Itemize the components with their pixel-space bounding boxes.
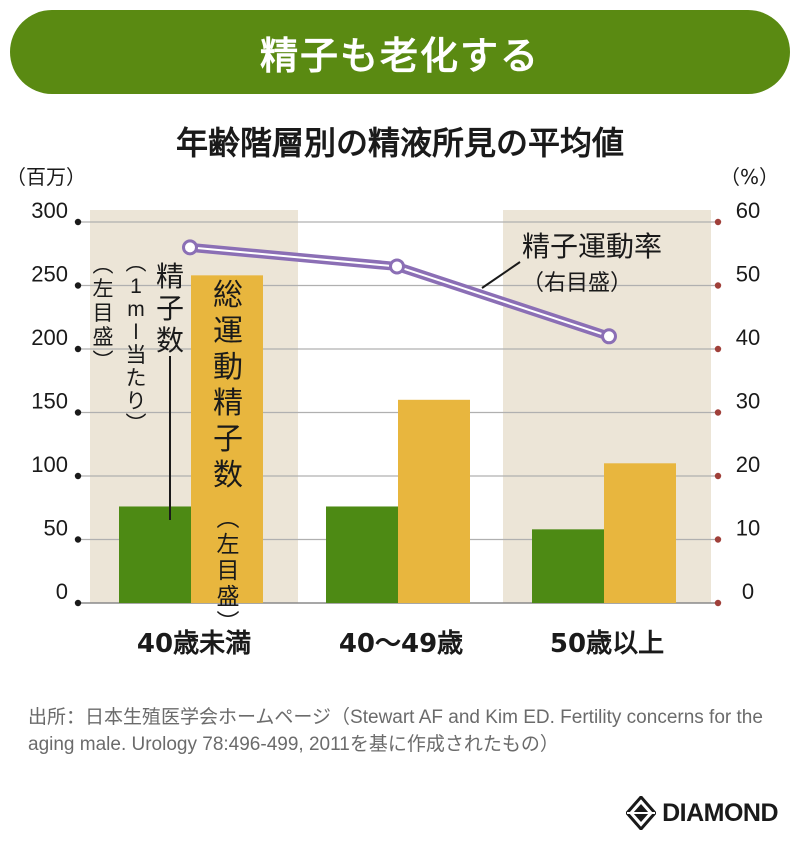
- label-total-motile-char: 総: [213, 278, 243, 313]
- motility-line: [182, 239, 617, 345]
- label-sperm-count-main-char: 子: [156, 292, 184, 325]
- left-tick-label: 150: [31, 389, 68, 414]
- right-tick-dot: [714, 536, 722, 543]
- label-left-scale-paren-char: 目: [93, 301, 114, 325]
- left-tick-dot: [74, 536, 82, 543]
- label-sperm-count-main-char: 数: [156, 324, 184, 357]
- label-sperm-count-paren-char: 1: [130, 275, 142, 298]
- label-sperm-count-paren-char: ︵: [126, 251, 147, 275]
- label-sperm-count-paren-char: l: [134, 321, 139, 344]
- label-total-motile-char: 精: [213, 386, 243, 421]
- label-total-motile-paren-char: 目: [217, 558, 240, 584]
- label-total-motile-paren-char: 左: [217, 532, 240, 558]
- category-label-0: 40歳未満: [137, 629, 251, 659]
- label-left-scale-paren-char: 盛: [93, 325, 114, 349]
- left-tick-dot: [74, 282, 82, 289]
- label-sperm-count-paren-char: た: [126, 366, 147, 390]
- motility-point-1: [389, 258, 405, 275]
- right-tick-dot: [714, 282, 722, 289]
- axes: 0 50 100 150 200 250 300 0 10 20 30 40 50 60 （百万） （%） 40…: [6, 165, 779, 659]
- label-total-motile-char: 運: [213, 314, 243, 349]
- chart-title: 年齢階層別の精液所見の平均値: [175, 124, 624, 162]
- category-label-1: 40〜49歳: [339, 629, 463, 659]
- motility-leader: [481, 261, 521, 289]
- left-tick-label: 300: [31, 198, 68, 223]
- right-tick-label: 30: [736, 389, 760, 414]
- label-total-motile-char: 数: [213, 458, 243, 493]
- label-total-motile-char: 子: [213, 422, 243, 457]
- right-tick-dot: [714, 472, 722, 480]
- label-sperm-count-main: 精子数: [156, 260, 184, 357]
- left-unit-label: （百万）: [6, 165, 86, 189]
- label-motility-paren: （右目盛）: [522, 271, 632, 296]
- bar-sperm-count-1: [326, 506, 398, 603]
- label-total-motile-paren-char: ︶: [217, 610, 240, 636]
- left-tick-label: 0: [56, 579, 68, 604]
- right-tick-dot: [714, 599, 722, 607]
- logo-text: DIAMOND: [662, 798, 778, 827]
- category-label-2: 50歳以上: [550, 629, 664, 659]
- right-tick-label: 60: [736, 198, 760, 223]
- right-tick-label: 20: [736, 452, 760, 477]
- right-tick-label: 10: [736, 516, 760, 541]
- left-tick-label: 250: [31, 262, 68, 287]
- label-sperm-count-paren-char: ︶: [126, 412, 147, 436]
- label-left-scale-paren: ︵左目盛︶: [93, 253, 114, 373]
- label-total-motile-paren-char: 盛: [217, 584, 240, 610]
- bar-total-motile-0: [191, 275, 263, 603]
- label-left-scale-paren-char: ︶: [93, 349, 114, 373]
- bar-sperm-count-2: [532, 529, 604, 603]
- label-sperm-count-paren-char: m: [127, 298, 145, 321]
- left-tick-dot: [74, 472, 82, 480]
- label-total-motile-char: 動: [213, 350, 243, 385]
- right-tick-dot: [714, 409, 722, 416]
- label-left-scale-paren-char: ︵: [93, 253, 114, 277]
- bars: [119, 275, 676, 603]
- left-tick-dot: [74, 599, 82, 607]
- label-sperm-count-paren-char: 当: [126, 343, 147, 367]
- label-left-scale-paren-char: 左: [93, 277, 114, 301]
- banner-title: 精子も老化する: [10, 10, 790, 94]
- label-sperm-count-main-char: 精: [156, 260, 184, 293]
- label-motility-main: 精子運動率: [522, 230, 662, 263]
- left-tick-dot: [74, 218, 82, 226]
- diamond-logo: DIAMOND: [626, 796, 778, 830]
- right-unit-label: （%）: [720, 165, 779, 189]
- bar-total-motile-2: [604, 463, 676, 603]
- motility-point-0: [182, 239, 198, 256]
- right-tick-dot: [714, 218, 722, 226]
- left-tick-label: 100: [31, 452, 68, 477]
- label-total-motile-paren-char: ︵: [217, 506, 240, 532]
- bar-total-motile-1: [398, 399, 470, 603]
- right-tick-label: 50: [736, 262, 760, 287]
- chart: 0 50 100 150 200 250 300 0 10 20 30 40 50 60 （百万） （%） 40…: [6, 165, 779, 659]
- left-tick-dot: [74, 409, 82, 416]
- source-note: 出所：日本生殖医学会ホームページ（Stewart AF and Kim ED. …: [28, 707, 763, 755]
- label-sperm-count-paren-char: り: [126, 389, 147, 413]
- right-tick-label: 40: [736, 325, 760, 350]
- bar-sperm-count-0: [119, 506, 191, 603]
- left-tick-dot: [74, 345, 82, 353]
- left-tick-label: 50: [44, 516, 68, 541]
- label-total-motile-paren: ︵左目盛︶: [217, 506, 240, 636]
- left-tick-label: 200: [31, 325, 68, 350]
- right-tick-label: 0: [742, 579, 754, 604]
- motility-point-2: [601, 328, 617, 345]
- right-tick-dot: [714, 345, 722, 353]
- diamond-logo-icon: [626, 796, 657, 830]
